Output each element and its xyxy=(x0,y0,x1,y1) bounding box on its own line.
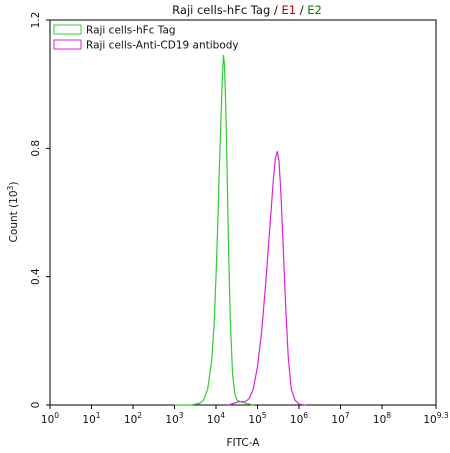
title-e1: E1 xyxy=(281,3,296,17)
title-main: Raji cells-hFc Tag xyxy=(172,3,270,17)
x-tick-base: 10 xyxy=(41,414,54,426)
x-tick-base: 10 xyxy=(165,414,178,426)
x-tick-exponent: 9.3 xyxy=(437,411,449,420)
x-tick-label: 101 xyxy=(82,411,100,426)
x-tick-base: 10 xyxy=(248,414,261,426)
x-tick-base: 10 xyxy=(207,414,220,426)
x-tick-label: 109.3 xyxy=(423,411,449,426)
title-separator-1: / xyxy=(270,3,281,17)
x-tick-base: 10 xyxy=(124,414,137,426)
x-tick-base: 10 xyxy=(373,414,386,426)
y-axis-label-base: Count (10 xyxy=(8,190,20,242)
x-tick-label: 106 xyxy=(290,411,308,426)
y-axis-label-exponent: 3 xyxy=(6,185,15,190)
y-axis-label: Count (103) xyxy=(6,182,20,243)
x-tick-exponent: 6 xyxy=(303,411,308,420)
x-tick-label: 104 xyxy=(207,411,225,426)
x-tick-exponent: 7 xyxy=(345,411,350,420)
legend-swatch-2 xyxy=(53,39,82,50)
title-separator-2: / xyxy=(296,3,307,17)
plot-frame xyxy=(49,19,437,406)
x-tick-exponent: 5 xyxy=(262,411,267,420)
x-tick-exponent: 3 xyxy=(179,411,184,420)
legend-swatch-1 xyxy=(53,24,82,35)
x-tick-base: 10 xyxy=(331,414,344,426)
x-tick-exponent: 0 xyxy=(54,411,59,420)
legend-label-2: Raji cells-Anti-CD19 antibody xyxy=(86,40,239,52)
x-tick-label: 108 xyxy=(373,411,391,426)
x-tick-label: 103 xyxy=(165,411,183,426)
x-tick-exponent: 4 xyxy=(220,411,225,420)
legend: Raji cells-hFc Tag Raji cells-Anti-CD19 a… xyxy=(53,24,239,52)
x-tick-exponent: 2 xyxy=(137,411,142,420)
series-group xyxy=(174,54,307,406)
y-axis: 0 0.4 0.8 1.2 xyxy=(30,12,50,409)
x-tick-base: 10 xyxy=(82,414,95,426)
x-tick-exponent: 1 xyxy=(96,411,101,420)
x-tick-base: 10 xyxy=(290,414,303,426)
y-tick-label: 0.8 xyxy=(30,140,42,157)
y-tick-label: 0 xyxy=(30,402,42,409)
x-tick-label: 105 xyxy=(248,411,266,426)
legend-label-1: Raji cells-hFc Tag xyxy=(86,25,176,37)
x-axis: 100 101 102 103 104 105 106 107 108 109.3 xyxy=(41,405,449,426)
y-tick-label: 1.2 xyxy=(30,12,42,29)
x-tick-label: 100 xyxy=(41,411,59,426)
x-axis-label: FITC-A xyxy=(226,437,260,449)
x-tick-label: 102 xyxy=(124,411,142,426)
chart-title: Raji cells-hFc Tag / E1 / E2 xyxy=(172,3,322,17)
title-e2: E2 xyxy=(307,3,322,17)
series-line-1 xyxy=(174,54,254,406)
x-tick-base: 10 xyxy=(423,414,436,426)
y-axis-label-close: ) xyxy=(8,182,20,186)
y-tick-label: 0.4 xyxy=(30,268,42,285)
series-line-2 xyxy=(228,150,307,406)
x-tick-label: 107 xyxy=(331,411,349,426)
x-tick-exponent: 8 xyxy=(386,411,391,420)
